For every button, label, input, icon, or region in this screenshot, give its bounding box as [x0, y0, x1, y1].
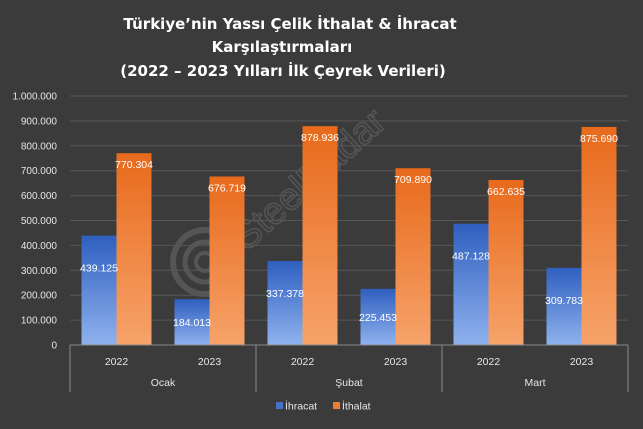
gridlines	[70, 95, 628, 346]
chart-title-line-1: Türkiye’nin Yassı Çelik İthalat & İhraca…	[123, 14, 456, 33]
x-category-label: 2023	[384, 356, 408, 368]
legend-swatch-ithalat	[333, 402, 340, 409]
x-category-label: 2022	[105, 356, 129, 368]
y-tick-label: 800.000	[21, 141, 58, 152]
bar-ithalat	[116, 153, 152, 345]
data-label: 676.719	[208, 182, 246, 194]
y-tick-label: 200.000	[21, 291, 58, 302]
legend-label: İhracat	[285, 400, 317, 413]
legend-swatch-ihracat	[276, 402, 283, 409]
legend: İhracat İthalat	[276, 400, 371, 413]
x-category-label: 2022	[477, 356, 501, 368]
y-tick-label: 700.000	[21, 166, 58, 177]
chart-title-line-3: (2022 – 2023 Yılları İlk Çeyrek Verileri…	[120, 61, 446, 80]
x-category-label: 2022	[291, 356, 315, 368]
x-group-label: Şubat	[335, 377, 363, 389]
bar-ithalat	[302, 126, 338, 346]
bar-ihracat	[453, 223, 489, 345]
y-axis: 0 100.000 200.000 300.000 400.000 500.000 600.…	[13, 92, 58, 352]
x-group-label: Mart	[525, 377, 546, 389]
x-category-label: 2023	[570, 356, 594, 368]
bar-ihracat	[267, 260, 303, 345]
y-tick-label: 400.000	[21, 241, 58, 252]
bar-ihracat	[81, 235, 117, 345]
data-label: 709.890	[394, 174, 432, 186]
y-tick-label: 600.000	[21, 191, 58, 202]
data-label: 309.783	[545, 295, 583, 307]
x-axis: 2022 2023 2022 2023 2022 2023 Ocak Şubat Mart	[69, 344, 629, 392]
legend-label: İthalat	[342, 400, 371, 413]
bar-ihracat	[174, 299, 210, 345]
bar-ihracat	[360, 288, 396, 345]
data-label: 878.936	[301, 132, 339, 144]
data-label: 225.453	[359, 312, 397, 324]
y-tick-label: 500.000	[21, 216, 58, 227]
data-label: 662.635	[487, 186, 525, 198]
bar-ithalat	[209, 176, 245, 345]
data-labels: 439.125 184.013 337.378 225.453 487.128 309.7…	[80, 132, 618, 329]
bar-ihracat	[546, 267, 582, 345]
y-tick-label: 0	[51, 341, 57, 352]
x-category-label: 2023	[198, 356, 222, 368]
data-label: 337.378	[266, 288, 304, 300]
bar-ithalat	[488, 180, 524, 345]
x-group-label: Ocak	[151, 377, 176, 389]
bar-ithalat	[581, 126, 617, 346]
data-label: 439.125	[80, 263, 118, 275]
y-tick-label: 900.000	[21, 116, 58, 127]
data-label: 770.304	[115, 159, 153, 171]
y-tick-label: 1.000.000	[13, 92, 58, 103]
bars	[81, 126, 617, 346]
y-tick-label: 100.000	[21, 316, 58, 327]
data-label: 875.690	[580, 133, 618, 145]
data-label: 487.128	[452, 251, 490, 263]
data-label: 184.013	[173, 317, 211, 329]
y-tick-label: 300.000	[21, 266, 58, 277]
chart-title-line-2: Karşılaştırmaları	[212, 38, 353, 56]
bar-ithalat	[395, 168, 431, 345]
